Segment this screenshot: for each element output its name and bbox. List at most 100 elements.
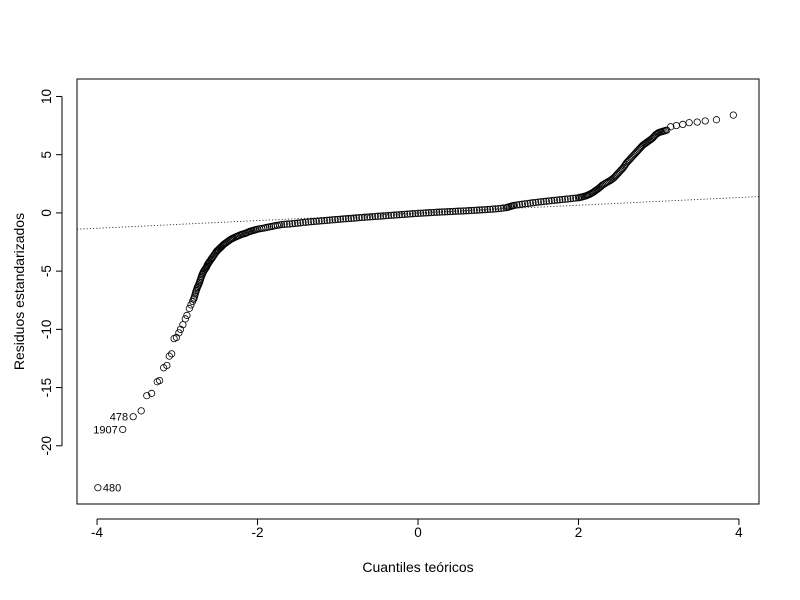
data-point	[483, 205, 492, 214]
data-point	[286, 220, 294, 228]
data-point	[685, 119, 693, 127]
data-point	[569, 194, 577, 202]
data-point	[350, 214, 358, 222]
data-point	[175, 329, 183, 337]
data-point	[430, 208, 438, 217]
data-point	[499, 204, 508, 212]
data-point	[566, 195, 575, 203]
data-point	[553, 196, 561, 204]
x-tick-label: 0	[414, 525, 422, 540]
data-point	[457, 207, 465, 215]
data-point	[156, 376, 164, 385]
data-point	[393, 211, 401, 219]
data-point	[196, 277, 204, 285]
data-point	[478, 206, 486, 214]
data-point	[467, 206, 476, 215]
x-axis: -4 -2 0 2 4	[91, 518, 743, 540]
data-point	[310, 217, 318, 226]
data-point	[661, 127, 669, 135]
data-point	[342, 215, 350, 223]
data-point	[382, 212, 390, 220]
data-point	[657, 128, 665, 136]
data-point	[701, 117, 709, 125]
data-point	[509, 202, 517, 210]
data-point	[129, 413, 137, 421]
data-point	[315, 217, 323, 225]
y-tick-label: -15	[39, 378, 54, 398]
y-axis: -20 -15 -10 -5 0 5 10	[39, 89, 63, 456]
data-point	[339, 215, 347, 223]
data-point	[296, 219, 304, 227]
data-point	[328, 216, 337, 224]
reference-line	[76, 196, 760, 230]
data-point	[299, 218, 307, 227]
data-point	[401, 210, 409, 218]
data-point	[409, 210, 417, 218]
data-point	[387, 211, 395, 219]
data-point	[505, 203, 513, 211]
y-tick-label: -5	[39, 265, 54, 277]
data-point	[513, 201, 521, 209]
data-point	[729, 111, 737, 119]
data-point	[366, 213, 374, 221]
data-point	[191, 290, 199, 298]
data-point	[336, 215, 345, 223]
data-point	[470, 206, 478, 214]
data-point	[652, 130, 661, 138]
data-point	[168, 350, 176, 358]
data-point	[379, 212, 387, 220]
data-point	[326, 216, 334, 224]
data-point	[187, 301, 195, 309]
data-point	[280, 220, 288, 228]
data-point	[433, 208, 441, 216]
data-point	[176, 325, 185, 333]
data-point	[307, 218, 315, 226]
data-point	[163, 361, 171, 370]
data-point	[486, 205, 494, 213]
data-point	[143, 392, 151, 400]
data-point	[323, 216, 331, 224]
data-point	[454, 207, 462, 215]
y-tick-label: -10	[39, 320, 54, 340]
data-point	[94, 484, 102, 492]
data-point	[537, 198, 545, 206]
y-tick-label: 0	[39, 209, 54, 217]
data-point	[572, 194, 580, 202]
data-point	[368, 213, 377, 221]
data-point	[165, 352, 173, 360]
data-point	[331, 216, 339, 224]
data-point	[352, 214, 361, 222]
data-point	[529, 199, 537, 207]
data-point	[451, 207, 460, 215]
data-point	[600, 180, 608, 188]
data-point	[491, 205, 500, 213]
data-point	[564, 195, 572, 203]
y-tick-label: 5	[39, 151, 54, 159]
data-point	[459, 207, 468, 215]
data-point	[446, 208, 454, 216]
data-point	[521, 200, 529, 208]
data-point	[441, 208, 449, 216]
data-point	[481, 206, 489, 214]
data-point	[524, 199, 532, 208]
data-point	[443, 208, 452, 216]
x-tick-label: 4	[735, 525, 743, 540]
data-point	[545, 197, 553, 205]
data-point	[427, 208, 435, 217]
data-point	[212, 248, 220, 257]
data-point	[371, 212, 379, 221]
data-point	[540, 197, 548, 206]
y-tick-label: -20	[39, 436, 54, 456]
data-point	[489, 205, 497, 213]
data-point	[181, 315, 189, 323]
data-point	[252, 225, 260, 234]
data-point	[548, 197, 556, 205]
data-point	[449, 207, 457, 216]
data-point	[465, 207, 473, 215]
data-point	[312, 217, 320, 225]
data-point	[558, 195, 567, 204]
data-point	[712, 116, 721, 124]
data-point	[363, 213, 371, 221]
